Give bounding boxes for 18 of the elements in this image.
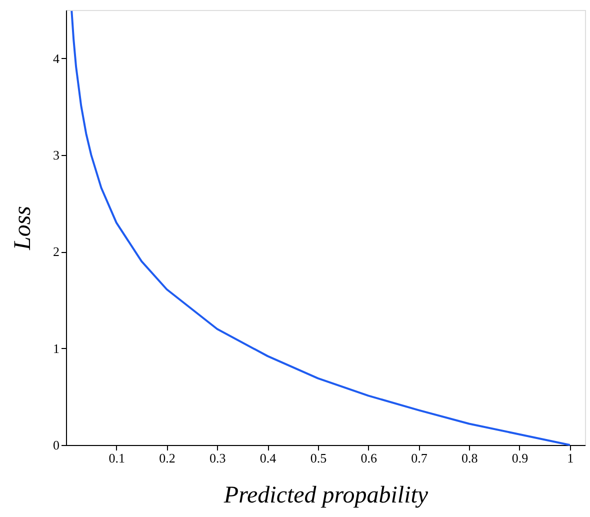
y-tick-label: 4	[53, 50, 60, 66]
x-tick-label: 0.2	[159, 450, 176, 466]
y-tick-label: 1	[53, 340, 60, 356]
x-tick-label: 0.4	[260, 450, 277, 466]
x-tick-label: 0.9	[512, 450, 528, 466]
x-tick-label: 0.6	[360, 450, 378, 466]
y-tick-label: 2	[53, 244, 60, 260]
y-tick-label: 0	[53, 438, 60, 452]
line-series	[70, 10, 571, 446]
y-axis-title: Loss	[10, 206, 36, 252]
x-tick-label: 0.8	[461, 450, 478, 466]
x-axis-title: Predicted propability	[222, 482, 428, 508]
x-tick-label: 0.1	[108, 450, 126, 466]
x-tick-label: 1	[567, 450, 574, 466]
x-tick-label: 0.7	[411, 450, 428, 466]
x-tick-label: 0.5	[310, 450, 327, 466]
x-tick-label: 0.3	[210, 450, 226, 466]
y-tick-label: 3	[53, 148, 60, 162]
